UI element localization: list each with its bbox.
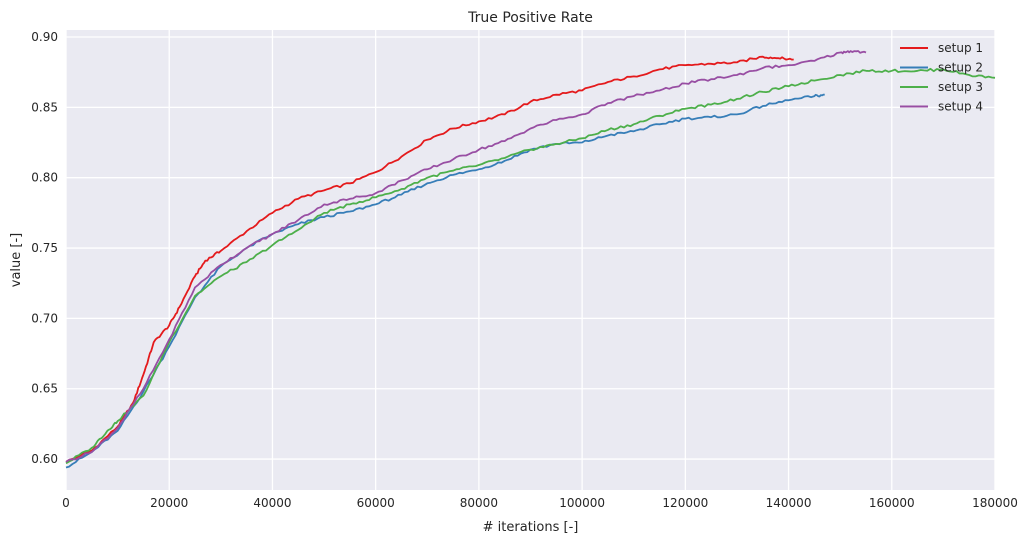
x-tick-label: 100000	[559, 496, 605, 510]
x-tick-label: 0	[62, 496, 70, 510]
x-tick-label: 80000	[460, 496, 498, 510]
plot-background	[66, 30, 995, 490]
y-tick-label: 0.75	[31, 241, 58, 255]
x-tick-labels: 0 20000 40000 60000 80000 100000 120000 140000 1…	[62, 496, 1018, 510]
y-tick-label: 0.80	[31, 171, 58, 185]
x-tick-label: 120000	[662, 496, 708, 510]
x-tick-label: 40000	[253, 496, 291, 510]
x-tick-label: 60000	[357, 496, 395, 510]
chart-title: True Positive Rate	[467, 10, 593, 26]
legend-label-1: setup 1	[938, 41, 983, 55]
legend-label-4: setup 4	[938, 100, 983, 114]
legend-label-2: setup 2	[938, 61, 983, 75]
series-lines	[65, 50, 996, 469]
y-tick-label: 0.85	[31, 100, 58, 114]
series-line-3	[65, 67, 996, 465]
y-tick-labels: 0.60 0.65 0.70 0.75 0.80 0.85 0.90	[31, 30, 58, 466]
x-tick-label: 180000	[972, 496, 1018, 510]
x-tick-label: 160000	[869, 496, 915, 510]
x-tick-label: 20000	[150, 496, 188, 510]
y-axis-label: value [-]	[9, 233, 24, 287]
grid-lines	[65, 30, 996, 490]
y-tick-label: 0.70	[31, 311, 58, 325]
series-line-4	[65, 50, 867, 463]
y-tick-label: 0.90	[31, 30, 58, 44]
x-tick-label: 140000	[766, 496, 812, 510]
series-line-1	[65, 55, 794, 463]
legend: setup 1 setup 2 setup 3 setup 4	[900, 41, 983, 114]
y-tick-label: 0.60	[31, 452, 58, 466]
x-axis-label: # iterations [-]	[483, 520, 579, 535]
y-tick-label: 0.65	[31, 382, 58, 396]
legend-label-3: setup 3	[938, 80, 983, 94]
